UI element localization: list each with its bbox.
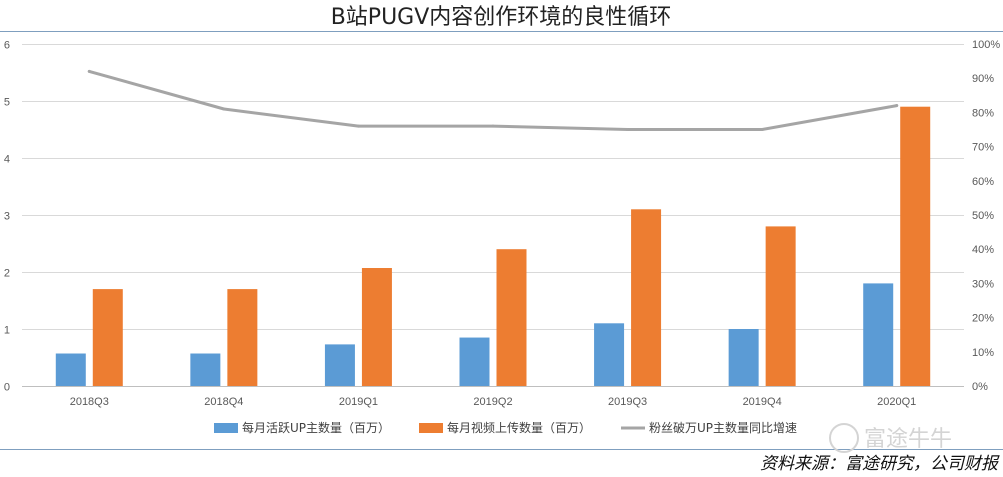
y-right-tick-label: 60% (972, 176, 994, 188)
line-series (87, 69, 899, 131)
bars (55, 106, 931, 386)
y-left-tick-label: 4 (4, 154, 10, 166)
bar-uploads-2018Q4 (227, 289, 258, 386)
bar-active-up-2019Q2 (459, 337, 490, 386)
legend-label: 每月活跃UP主数量（百万） (242, 420, 390, 435)
x-tick-label: 2019Q3 (608, 396, 647, 408)
legend-label: 每月视频上传数量（百万） (447, 420, 591, 435)
x-tick-labels: 2018Q3 2018Q4 2019Q1 2019Q2 2019Q3 2019Q4 2020… (70, 396, 917, 408)
watermark-text: 富途牛牛 (864, 427, 952, 452)
legend-swatch (419, 423, 443, 433)
x-tick-label: 2019Q2 (473, 396, 512, 408)
line-point-2020Q1 (895, 104, 899, 108)
legend-swatch (214, 423, 238, 433)
y-left-tick-labels: 0 1 2 3 4 5 6 (4, 40, 10, 394)
line-point-2018Q4 (222, 107, 226, 111)
line-point-2018Q3 (87, 69, 91, 73)
bar-active-up-2018Q4 (190, 353, 221, 386)
y-right-tick-labels: 0% 10% 20% 30% 40% 50% 60% 70% 80% 90% 100% (972, 39, 1000, 393)
x-tick-label: 2019Q4 (743, 396, 782, 408)
bar-uploads-2019Q4 (765, 226, 796, 386)
bar-active-up-2019Q3 (594, 323, 625, 386)
y-right-tick-label: 40% (972, 244, 994, 256)
source-note: 资料来源：富途研究，公司财报 (760, 454, 1000, 474)
bar-uploads-2019Q2 (496, 249, 527, 386)
line-point-2019Q3 (626, 128, 630, 131)
y-right-tick-label: 90% (972, 73, 994, 85)
x-tick-label: 2018Q3 (70, 396, 109, 408)
legend-label: 粉丝破万UP主数量同比增速 (649, 420, 797, 435)
line-point-2019Q2 (491, 124, 495, 128)
y-left-tick-label: 5 (4, 97, 10, 109)
watermark: 富途牛牛 (829, 423, 952, 453)
bar-active-up-2020Q1 (863, 283, 894, 386)
y-left-tick-label: 2 (4, 268, 10, 280)
y-right-tick-label: 10% (972, 347, 994, 359)
line-point-2019Q4 (760, 128, 764, 131)
bar-active-up-2019Q1 (324, 344, 355, 386)
legend: 每月活跃UP主数量（百万） 每月视频上传数量（百万） 粉丝破万UP主数量同比增速 (214, 420, 797, 435)
y-left-tick-label: 0 (4, 382, 10, 394)
chart-title: B站PUGV内容创作环境的良性循环 (331, 5, 672, 30)
bar-uploads-2019Q3 (631, 209, 662, 386)
y-right-tick-label: 0% (972, 381, 988, 393)
y-right-tick-label: 50% (972, 210, 994, 222)
bar-uploads-2018Q3 (92, 289, 123, 386)
bar-uploads-2019Q1 (361, 268, 392, 386)
line-point-2019Q1 (356, 124, 360, 128)
y-left-tick-label: 1 (4, 325, 10, 337)
y-right-tick-label: 30% (972, 278, 994, 290)
grid (22, 44, 964, 330)
y-left-tick-label: 3 (4, 211, 10, 223)
x-tick-label: 2019Q1 (339, 396, 378, 408)
y-right-tick-label: 80% (972, 107, 994, 119)
bar-uploads-2020Q1 (900, 106, 931, 386)
x-tick-label: 2020Q1 (877, 396, 916, 408)
x-tick-label: 2018Q4 (204, 396, 243, 408)
y-right-tick-label: 100% (972, 39, 1000, 51)
y-right-tick-label: 20% (972, 313, 994, 325)
bar-active-up-2018Q3 (55, 353, 86, 386)
y-left-tick-label: 6 (4, 40, 10, 52)
y-right-tick-label: 70% (972, 142, 994, 154)
watermark-logo-icon (829, 423, 859, 453)
bar-active-up-2019Q4 (728, 329, 759, 386)
line-fan-growth (87, 69, 899, 131)
